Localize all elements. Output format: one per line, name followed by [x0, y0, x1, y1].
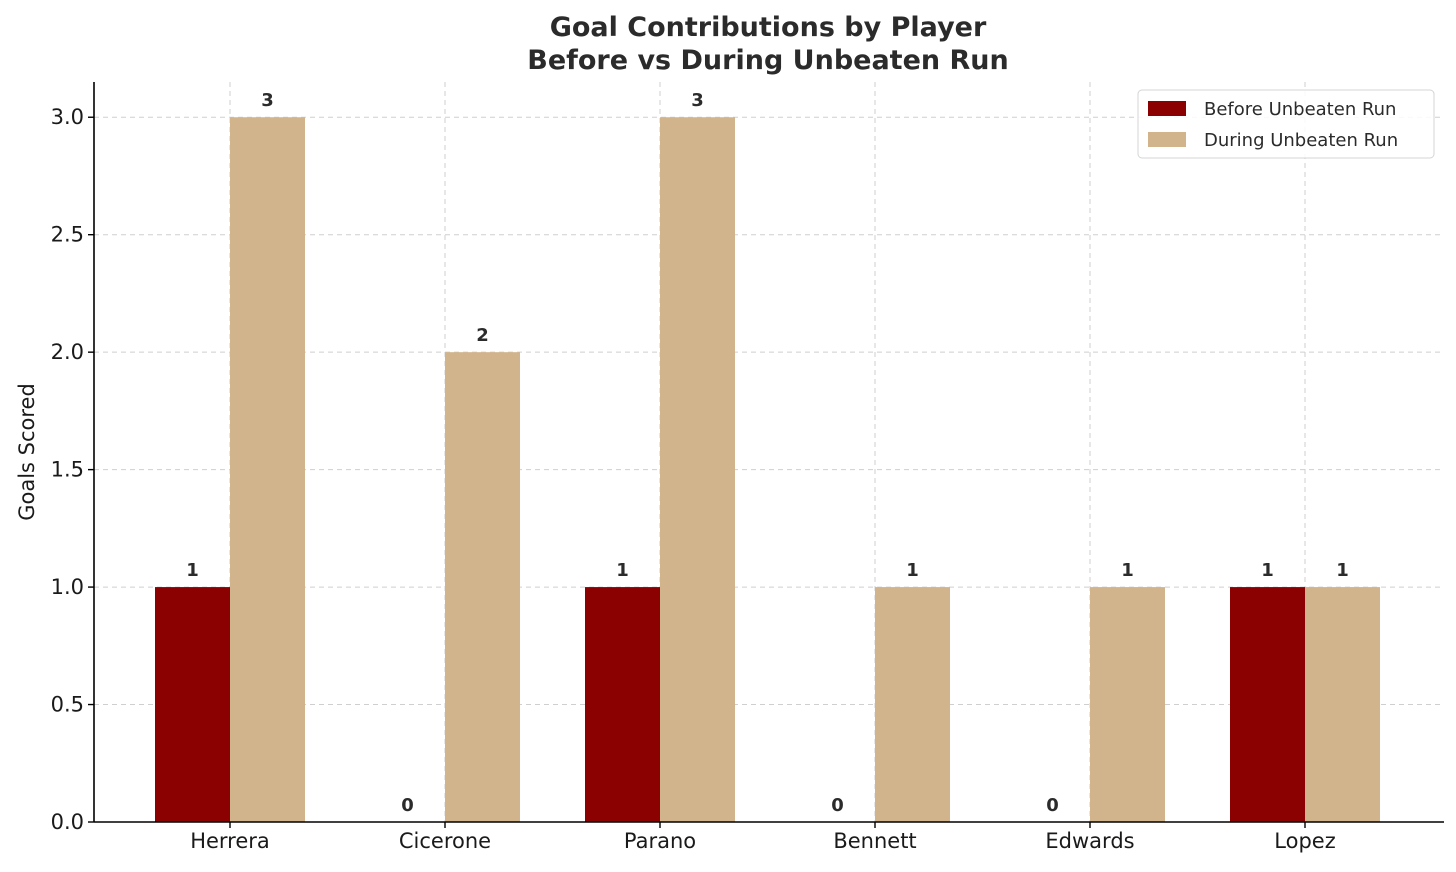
- bar-before: [155, 587, 230, 822]
- chart-title: Goal Contributions by Player: [550, 12, 987, 43]
- bars: [155, 117, 1380, 822]
- bar-value-label: 2: [476, 325, 489, 346]
- bar-during: [1090, 587, 1165, 822]
- legend-swatch: [1148, 101, 1186, 116]
- bar-before: [585, 587, 660, 822]
- bar-during: [875, 587, 950, 822]
- bar-value-label: 1: [906, 560, 919, 581]
- x-tick-label: Herrera: [190, 829, 270, 853]
- x-tick-label: Parano: [624, 829, 696, 853]
- y-tick-label: 3.0: [51, 105, 84, 129]
- legend-label: Before Unbeaten Run: [1204, 99, 1396, 120]
- y-tick-label: 2.0: [51, 340, 84, 364]
- legend: Before Unbeaten Run During Unbeaten Run: [1137, 89, 1435, 159]
- bar-value-label: 3: [691, 90, 704, 111]
- bar-value-label: 0: [401, 795, 414, 816]
- bar-value-label: 3: [261, 90, 274, 111]
- bar-value-label: 0: [831, 795, 844, 816]
- bar-value-label: 1: [616, 560, 629, 581]
- x-tick-label: Cicerone: [399, 829, 491, 853]
- bar-during: [1305, 587, 1380, 822]
- y-tick-label: 1.0: [51, 575, 84, 599]
- x-tick-label: Lopez: [1274, 829, 1335, 853]
- data-labels: 1 0 1 0 0 1 3 2 3 1 1 1: [186, 90, 1349, 816]
- y-axis-label: Goals Scored: [15, 383, 39, 521]
- y-tick-label: 0.5: [51, 693, 84, 717]
- bar-during: [230, 117, 305, 822]
- chart-subtitle: Before vs During Unbeaten Run: [527, 45, 1009, 76]
- bar-value-label: 1: [1336, 560, 1349, 581]
- legend-swatch: [1148, 132, 1186, 147]
- y-tick-label: 2.5: [51, 223, 84, 247]
- bar-during: [445, 352, 520, 822]
- x-tick-label: Bennett: [833, 829, 916, 853]
- bar-value-label: 1: [1261, 560, 1274, 581]
- x-tick-label: Edwards: [1045, 829, 1134, 853]
- y-tick-label: 1.5: [51, 458, 84, 482]
- bar-value-label: 1: [1121, 560, 1134, 581]
- legend-box: [1137, 89, 1435, 159]
- bar-before: [1230, 587, 1305, 822]
- bar-value-label: 1: [186, 560, 199, 581]
- axes: 0.0 0.5 1.0 1.5 2.0 2.5 3.0 Herrera Cicerone Para…: [51, 82, 1444, 853]
- y-tick-label: 0.0: [51, 810, 84, 834]
- bar-value-label: 0: [1046, 795, 1059, 816]
- bar-during: [660, 117, 735, 822]
- legend-label: During Unbeaten Run: [1204, 130, 1398, 151]
